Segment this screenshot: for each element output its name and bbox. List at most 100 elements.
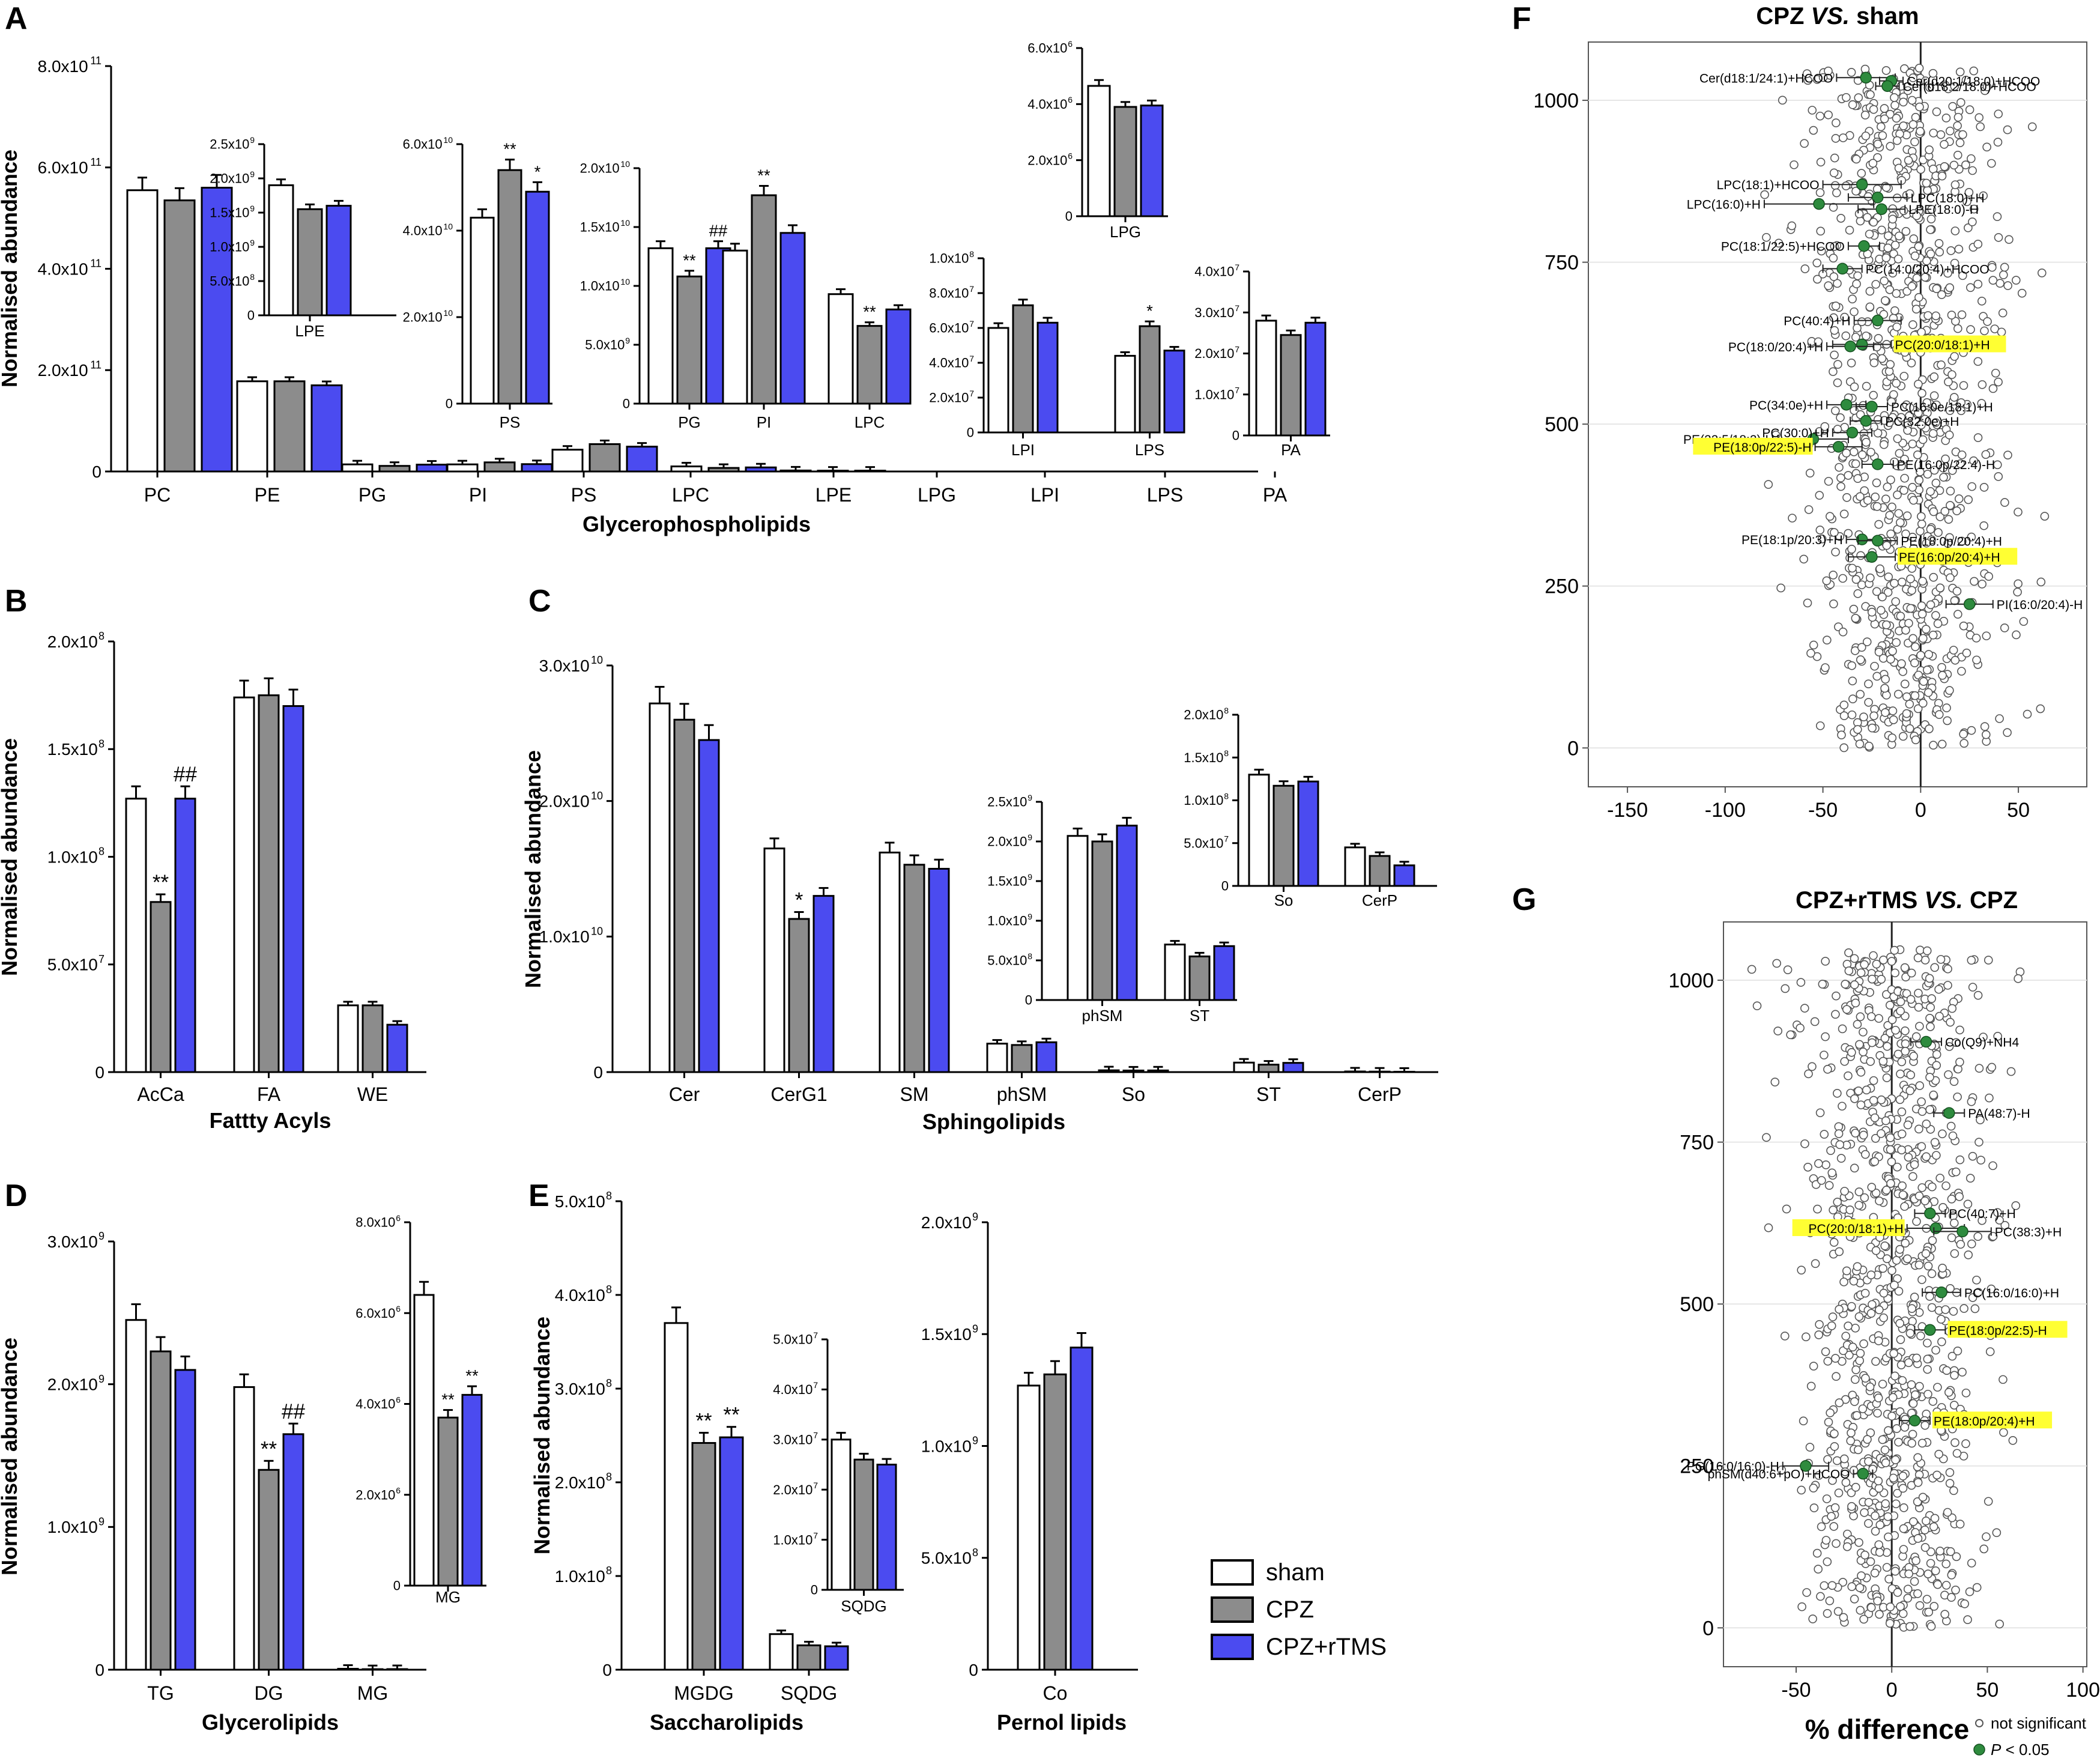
data-point [1999,270,2008,279]
data-point [1830,326,1839,335]
data-point [1877,1129,1886,1138]
data-point [1913,953,1923,963]
data-point [1800,264,1810,273]
significance-mark: ** [503,140,516,159]
data-point [1880,1445,1890,1455]
data-point [1854,93,1863,102]
data-point [1992,1528,2002,1538]
data-point [1905,411,1914,420]
y-tick-exponent: 7 [969,389,974,398]
data-point [1877,975,1886,984]
data-point [1999,1428,2008,1437]
data-point [1821,957,1830,966]
data-point [1929,391,1939,401]
data-point [1910,691,1920,700]
data-point [1974,1064,1984,1073]
bar-we-cpz [362,1004,384,1073]
data-point [1950,226,1960,235]
data-point [1972,1583,1982,1592]
data-point [1850,980,1859,989]
data-point [2003,728,2012,737]
data-point [1941,1581,1951,1590]
data-point [1908,483,1917,492]
y-tick-exponent: 9 [98,1373,104,1385]
chart-c-inset-phsm-st: 05.0x10 81.0x10 91.5x10 92.0x10 92.5x10 9phSM… [987,793,1237,1025]
data-point [1823,1065,1832,1074]
y-tick-label: 2.0x10 [921,1213,972,1232]
bar-mg-cpz [362,1668,384,1671]
data-point [1790,160,1799,169]
bar-sqdg-cpz [796,1644,822,1671]
bar-cerp-sham [1344,846,1366,887]
data-point [1831,1354,1840,1363]
point-label: PC(30:0)+H [1762,426,1829,440]
data-point [1994,233,2003,242]
data-point [2005,235,2014,244]
chart-a-inset-lpi-lps: 02.0x10 74.0x10 76.0x10 78.0x10 71.0x10 8LPI*… [929,249,1185,459]
data-point [1854,1201,1863,1210]
x-tick-label: ST [1190,1007,1209,1025]
data-point [1885,285,1895,294]
data-point [1927,1269,1937,1278]
data-point [1897,1057,1907,1067]
data-point [1861,1374,1870,1383]
significance-mark: ** [757,166,770,184]
data-point [1942,1366,1952,1375]
x-tick-label: Co [1043,1682,1068,1704]
y-tick-base: 5.0x10 [773,1332,812,1347]
data-point [1950,180,1960,189]
significance-mark: * [534,162,541,181]
data-point [1903,1120,1913,1130]
y-tick-exponent: 9 [98,1230,104,1242]
x-tick-label: LPG [1110,223,1141,241]
data-point [1887,1015,1897,1025]
data-point [1955,1058,1964,1067]
y-tick-exponent: 8 [606,1190,612,1202]
bar-so-cpz [1272,784,1295,887]
data-point [1925,83,1934,92]
data-point [1956,398,1966,407]
data-point [1917,1275,1926,1284]
point-label: LPC(18:1)+HCOO [1717,178,1820,192]
data-point [1895,1244,1905,1254]
data-point [1814,1330,1823,1339]
data-point [1890,945,1899,955]
y-tick-base: 2.0x10 [1027,153,1067,168]
data-point [1881,1458,1890,1467]
data-point [1983,317,1992,326]
data-point [1883,1512,1893,1521]
y-tick-label: 0 [1232,428,1239,443]
x-tick-label: 100 [2066,1679,2100,1702]
y-tick-label: 3.0x10 [1194,305,1234,320]
x-tick-label: -100 [1705,799,1746,822]
data-point [1955,1025,1964,1035]
data-point [1956,98,1965,107]
data-point [1946,501,1955,510]
significant-point-phsm-d40-6-po-hcoo: phSM(d40:6+pO)+HCOO [1708,1468,1874,1482]
data-point [1841,1478,1851,1487]
data-point [1958,1368,1967,1377]
x-tick-label: MGDG [674,1682,734,1704]
data-point [1887,1411,1896,1421]
data-point [1873,139,1883,149]
data-point [1973,279,1983,289]
data-point [1920,1196,1929,1205]
data-point [1829,313,1838,323]
data-point [1910,251,1920,261]
data-point [1844,471,1853,480]
x-axis-title: Sphingolipids [922,1109,1065,1134]
data-point [1817,1522,1826,1532]
data-point [1852,279,1861,289]
point-label: PC(32:0e)+H [1885,415,1959,429]
data-point [1863,192,1873,201]
data-point [1827,1321,1836,1330]
y-tick-base: 1.5x10 [210,205,249,220]
data-point [1895,231,1904,241]
data-point [1926,249,1935,259]
data-point [1890,1566,1900,1576]
y-tick-exponent: 8 [1224,706,1229,715]
data-point [1832,118,1841,127]
data-point [1934,710,1944,719]
data-point [1850,1094,1859,1103]
data-point [1883,482,1892,492]
